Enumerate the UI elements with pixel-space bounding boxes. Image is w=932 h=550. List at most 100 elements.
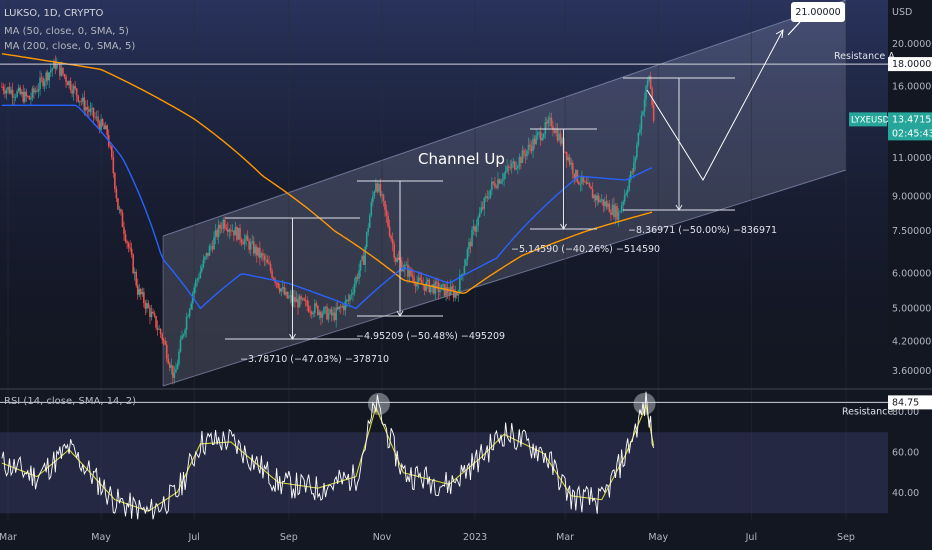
candle-body bbox=[350, 294, 353, 296]
candle-body bbox=[596, 195, 598, 201]
candle-body bbox=[45, 72, 47, 82]
candle-body bbox=[7, 87, 9, 90]
candle-body bbox=[80, 100, 83, 102]
candle-body bbox=[544, 122, 547, 134]
candle-body bbox=[394, 257, 397, 262]
candle-body bbox=[642, 111, 644, 116]
candle-body bbox=[278, 287, 281, 292]
candle-body bbox=[74, 85, 76, 89]
candle-body bbox=[526, 150, 528, 157]
drop-label: −4.95209 (−50.48%) −495209 bbox=[356, 331, 505, 342]
candle-body bbox=[176, 364, 179, 370]
candle-body bbox=[155, 316, 157, 328]
candle-body bbox=[30, 97, 32, 100]
ticker-badge bbox=[849, 112, 887, 127]
candle-body bbox=[159, 329, 162, 335]
candle-body bbox=[22, 91, 25, 102]
candle-body bbox=[359, 260, 362, 271]
candle-body bbox=[402, 269, 405, 272]
candle-body bbox=[14, 96, 17, 98]
candle-body bbox=[335, 307, 337, 321]
candle-body bbox=[378, 184, 380, 192]
candle-body bbox=[83, 97, 86, 111]
candle-body bbox=[500, 180, 502, 184]
candle-body bbox=[571, 162, 574, 174]
candle-body bbox=[338, 306, 341, 310]
candle-body bbox=[423, 285, 426, 291]
candle-body bbox=[245, 235, 247, 240]
candle-body bbox=[271, 270, 273, 278]
candle-body bbox=[349, 295, 351, 301]
candle-body bbox=[332, 312, 334, 316]
candle-body bbox=[506, 166, 508, 172]
candle-body bbox=[518, 157, 521, 167]
candle-body bbox=[532, 138, 534, 152]
candle-body bbox=[617, 211, 620, 220]
candle-body bbox=[379, 184, 382, 196]
drop-arrowhead bbox=[289, 333, 296, 340]
candle-body bbox=[204, 256, 206, 260]
candle-body bbox=[269, 264, 272, 271]
candle-body bbox=[48, 72, 51, 81]
candle-body bbox=[469, 242, 472, 247]
candle-body bbox=[330, 309, 333, 316]
candle-body bbox=[150, 311, 153, 318]
candle-body bbox=[8, 87, 11, 94]
candle-body bbox=[495, 187, 498, 188]
x-tick-label: Jul bbox=[187, 532, 199, 543]
candle-body bbox=[304, 300, 307, 302]
candle-body bbox=[352, 292, 354, 295]
candle-body bbox=[165, 344, 168, 359]
candle-body bbox=[135, 271, 138, 286]
candle-body bbox=[425, 281, 428, 291]
candle-body bbox=[54, 60, 57, 69]
candle-body bbox=[375, 183, 377, 192]
candle-body bbox=[604, 201, 606, 206]
candle-body bbox=[94, 116, 96, 118]
candle-body bbox=[582, 176, 585, 182]
candle-body bbox=[564, 151, 566, 153]
candle-body bbox=[91, 107, 93, 109]
candle-body bbox=[411, 275, 414, 278]
candle-body bbox=[85, 107, 87, 111]
candle-body bbox=[59, 63, 61, 76]
candle-body bbox=[162, 339, 165, 341]
candle-body bbox=[312, 313, 315, 315]
candles-layer bbox=[1, 55, 655, 385]
candle-body bbox=[27, 96, 29, 97]
candle-body bbox=[503, 173, 505, 180]
candle-body bbox=[314, 303, 316, 314]
candle-body bbox=[336, 307, 339, 310]
candle-body bbox=[623, 194, 626, 202]
candle-body bbox=[39, 77, 41, 89]
price-axis-unit: USD bbox=[892, 7, 912, 18]
candle-body bbox=[260, 253, 263, 258]
candle-body bbox=[397, 257, 400, 260]
candle-body bbox=[385, 209, 388, 216]
candle-body bbox=[362, 255, 365, 265]
candle-body bbox=[488, 197, 490, 199]
candle-body bbox=[466, 249, 469, 260]
candle-body bbox=[191, 293, 194, 304]
current-price: 13.47155 bbox=[892, 114, 932, 125]
candle-body bbox=[646, 80, 649, 87]
candle-body bbox=[306, 300, 308, 306]
candle-body bbox=[364, 246, 366, 265]
candle-body bbox=[460, 274, 463, 276]
axis-layer: USD20.0000016.0000013.0000011.000009.000… bbox=[0, 7, 932, 543]
candle-body bbox=[98, 122, 101, 130]
candle-body bbox=[358, 270, 360, 279]
candle-body bbox=[199, 271, 202, 279]
candle-body bbox=[66, 81, 69, 86]
candle-body bbox=[640, 115, 643, 130]
candle-body bbox=[520, 157, 522, 163]
candle-body bbox=[281, 287, 284, 289]
candle-body bbox=[611, 204, 614, 215]
candle-body bbox=[443, 284, 446, 296]
candle-body bbox=[60, 67, 63, 76]
candle-body bbox=[633, 162, 635, 172]
candle-body bbox=[288, 296, 290, 299]
candle-body bbox=[556, 129, 559, 141]
price-tick-label: 3.60000 bbox=[892, 366, 931, 377]
